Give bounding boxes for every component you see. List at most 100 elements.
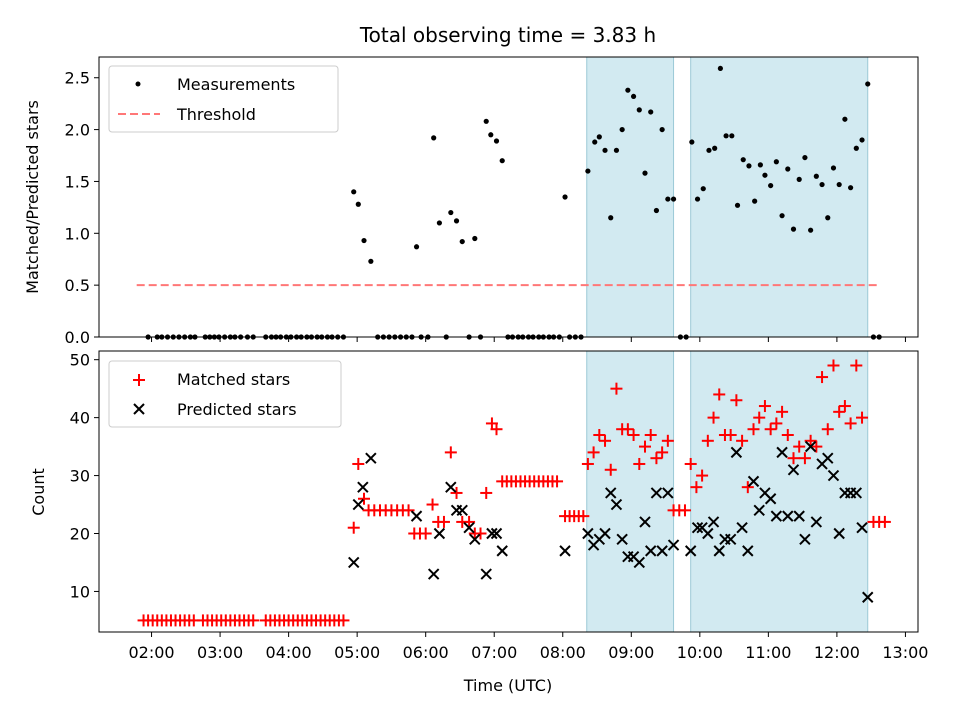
measurement-point [642,170,648,176]
measurement-point [848,185,854,191]
matched-stars-point [878,515,891,528]
matched-stars-point [736,434,749,447]
matched-stars-point [690,481,703,494]
measurement-point [562,194,568,200]
measurement-point [472,235,478,242]
predicted-stars-point [605,487,617,499]
measurement-point [706,147,712,153]
matched-stars-point [581,457,594,470]
measurement-point [813,173,819,179]
measurement-point [493,138,500,144]
measurement-point [768,182,774,189]
measurement-point [619,126,625,133]
y-tick-label: 2.0 [65,121,90,140]
measurement-point [819,181,825,188]
x-tick-label: 11:00 [745,643,791,662]
measurement-point [712,145,718,151]
predicted-stars-point [742,545,754,557]
observing-window [690,56,869,338]
legend-label-matched: Matched stars [177,370,290,389]
observing-window-shading [586,350,869,633]
measurement-point [596,134,602,140]
predicted-stars-point [684,545,697,557]
predicted-stars-point [352,498,364,511]
matched-stars-point [621,423,634,436]
measurement-point [602,147,608,153]
predicted-stars-point [764,493,777,505]
matched-stars-point [463,515,476,528]
matched-stars-point [838,400,851,413]
matched-stars-point [656,446,669,459]
predicted-stars-point [490,527,503,540]
matched-stars-point [804,434,817,447]
legend-frame [108,360,342,428]
predicted-stars-point [793,510,805,522]
predicted-stars-point [357,481,369,493]
measurement-point [836,181,842,188]
measurement-point [488,132,494,138]
legend-marker-predicted [133,403,145,415]
matched-stars-point [450,486,463,499]
measurement-point [648,109,654,115]
y-tick-label: 1.5 [65,172,90,191]
measurement-point [636,107,642,113]
matched-stars-point [352,457,365,470]
measurement-point [499,158,505,164]
measurement-point [453,218,460,224]
measurement-point [842,116,848,122]
predicted-stars-point [776,446,788,459]
measurement-point [746,163,752,169]
matched-stars-point [604,463,617,476]
plot-area-frame [98,350,919,633]
matched-stars-point [701,434,714,447]
y-tick-label: 50 [70,351,90,370]
measurement-point [808,227,814,233]
y-tick-label: 0.0 [65,328,90,347]
matched-stars-point [402,504,415,517]
y-axis-label: Matched/Predicted stars [23,100,42,294]
matched-stars-point [247,614,260,627]
predicted-stars-point [348,556,360,569]
predicted-stars-point [724,533,737,546]
observing-window [586,56,675,338]
legend-label-measurements: Measurements [177,75,295,94]
matched-stars-point [437,515,450,528]
matched-stars-point [827,359,840,372]
measurement-point [448,209,454,216]
measurement-point [585,168,591,174]
matched-stars-point [474,527,487,540]
measurement-point [757,162,763,168]
matched-stars-point [650,452,663,465]
predicted-stars-point [713,545,725,557]
predicted-stars-point [480,568,492,580]
matched-stars-point [444,446,457,459]
measurement-point [790,226,797,232]
legend-label-threshold: Threshold [176,105,256,124]
matched-stars-point [480,486,493,499]
predicted-stars-point [656,545,668,557]
predicted-stars-point [410,510,423,522]
measurement-point [436,220,442,226]
matched-stars-point [490,423,503,436]
y-tick-label: 20 [70,525,90,544]
measurement-point [773,159,779,165]
measurement-point [830,165,837,171]
measurement-point [368,258,374,264]
predicted-stars-point [850,487,863,499]
matched-stars-point [770,417,783,430]
matched-stars-point [798,452,811,465]
predicted-stars-point [810,516,823,528]
predicted-stars-point [582,527,594,540]
matched-stars-point [810,440,823,453]
predicted-stars-point [445,481,457,493]
y-tick-label: 0.5 [65,276,90,295]
matched-stars-point [587,446,600,459]
matched-stars-point [358,492,371,505]
x-tick-label: 05:00 [334,643,380,662]
matched-stars-point [661,434,674,447]
legend-marker-matched [133,374,145,386]
predicted-stars-point [782,510,794,522]
counts-panel: 02:00 03:00 04:00 05:00 06:00 07:00 08:00 09:00… [29,350,928,695]
predicted-stars-point [496,545,508,557]
matched-stars-point [747,423,760,436]
